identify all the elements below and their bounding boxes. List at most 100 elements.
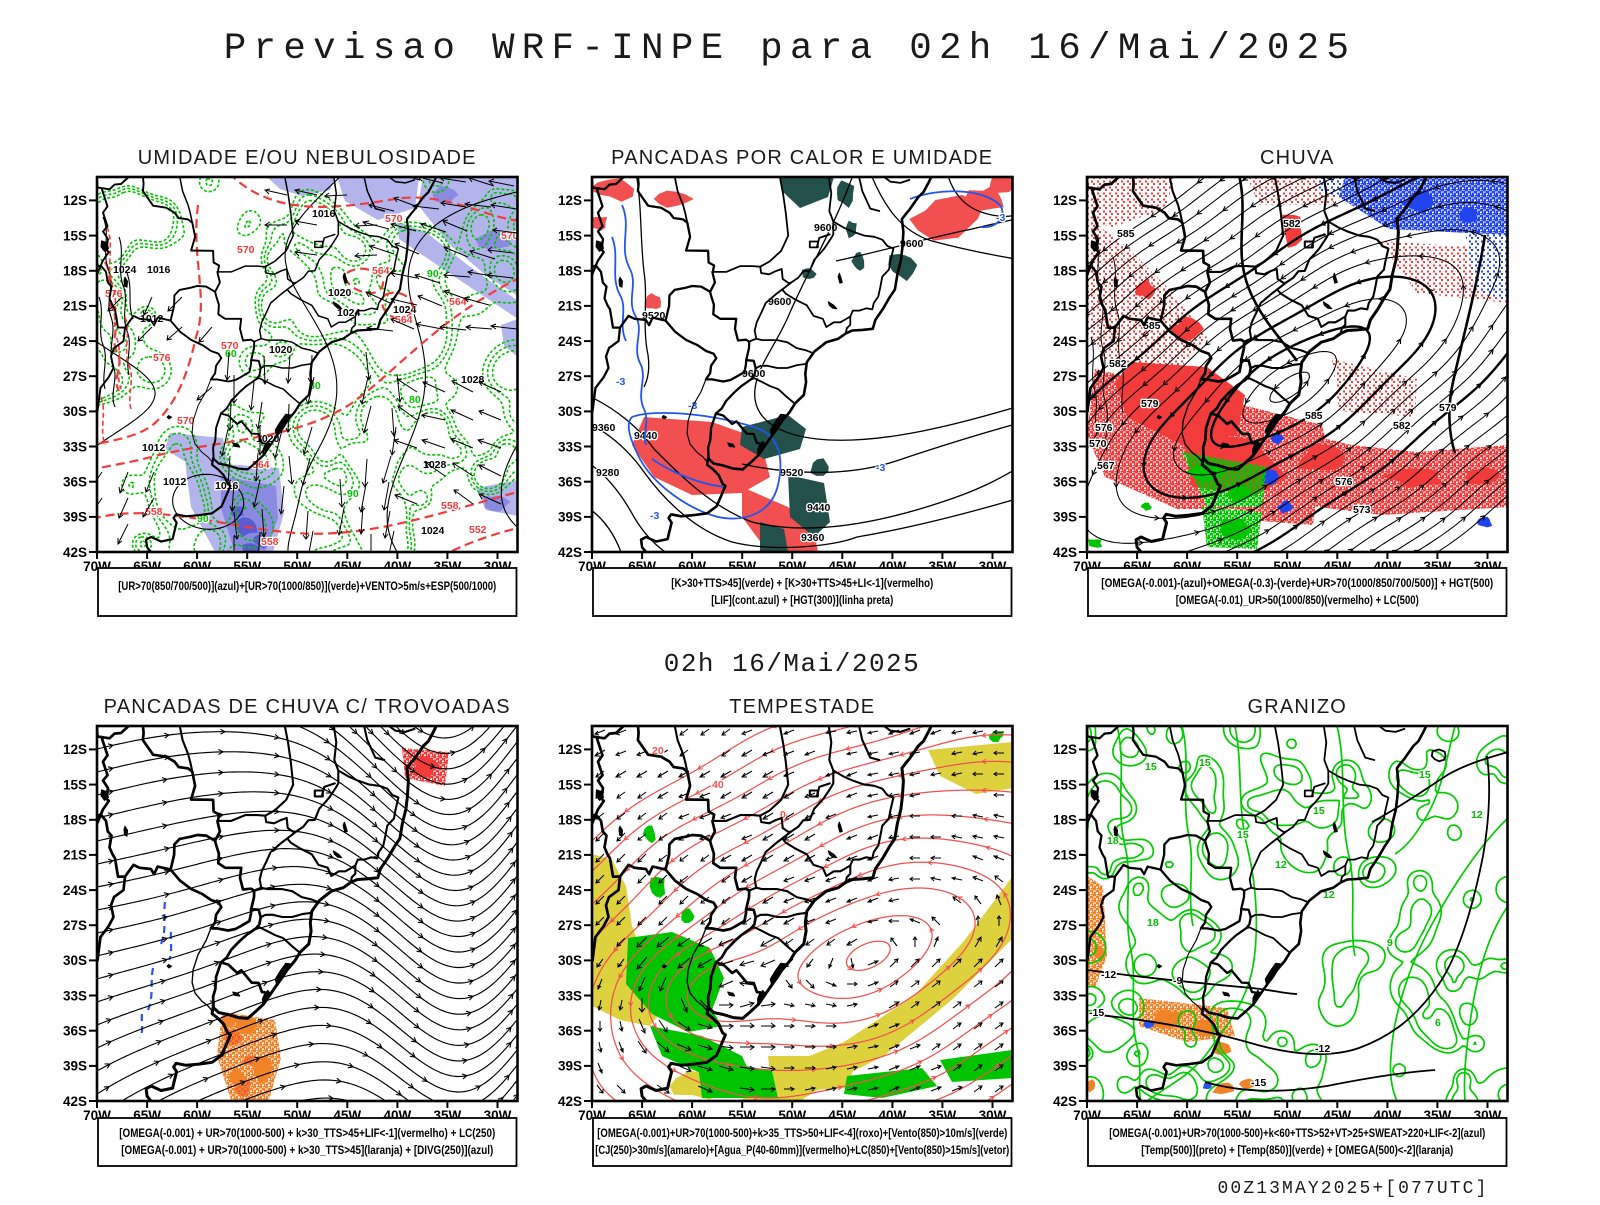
svg-text:18S: 18S (558, 813, 582, 828)
svg-text:-3: -3 (996, 212, 1005, 224)
svg-text:33S: 33S (63, 988, 87, 1003)
svg-text:1024: 1024 (113, 264, 137, 276)
svg-text:00Z13MAY2025+[077UTC]: 00Z13MAY2025+[077UTC] (1218, 1179, 1489, 1199)
svg-text:1024: 1024 (421, 525, 445, 537)
svg-text:42S: 42S (63, 1094, 87, 1109)
svg-text:18S: 18S (63, 813, 87, 828)
svg-text:27S: 27S (1053, 918, 1077, 933)
svg-text:576: 576 (153, 352, 171, 364)
svg-text:9360: 9360 (801, 532, 825, 544)
svg-text:12S: 12S (63, 193, 87, 208)
svg-text:552: 552 (469, 524, 487, 536)
svg-text:1020: 1020 (269, 344, 293, 356)
svg-text:15: 15 (1313, 805, 1325, 817)
svg-text:24S: 24S (558, 334, 582, 349)
svg-text:GRANIZO: GRANIZO (1247, 696, 1347, 718)
svg-text:-9: -9 (1173, 975, 1182, 987)
svg-text:90: 90 (347, 488, 359, 500)
svg-text:567: 567 (1097, 460, 1115, 472)
svg-text:18: 18 (1147, 917, 1159, 929)
svg-text:39S: 39S (1053, 1059, 1077, 1074)
svg-text:42S: 42S (558, 545, 582, 560)
svg-text:570: 570 (221, 340, 239, 352)
svg-text:36S: 36S (558, 475, 582, 490)
svg-text:15S: 15S (1053, 228, 1077, 243)
svg-text:9280: 9280 (596, 467, 620, 479)
svg-text:36S: 36S (558, 1024, 582, 1039)
svg-text:1012: 1012 (140, 313, 164, 325)
svg-text:-12: -12 (1101, 969, 1116, 981)
svg-text:30S: 30S (558, 404, 582, 419)
svg-text:24S: 24S (1053, 883, 1077, 898)
svg-text:UMIDADE E/OU NEBULOSIDADE: UMIDADE E/OU NEBULOSIDADE (138, 147, 477, 169)
svg-text:564: 564 (449, 296, 467, 308)
svg-text:12: 12 (1275, 859, 1287, 871)
svg-text:15: 15 (1145, 761, 1157, 773)
svg-text:576: 576 (1095, 422, 1113, 434)
svg-text:15S: 15S (63, 777, 87, 792)
svg-text:[Temp(500)](preto) + [Temp(850: [Temp(500)](preto) + [Temp(850)](verde) … (1141, 1143, 1453, 1157)
svg-text:12S: 12S (558, 742, 582, 757)
svg-text:1020: 1020 (328, 287, 352, 299)
svg-text:33S: 33S (63, 439, 87, 454)
svg-text:21S: 21S (63, 848, 87, 863)
svg-text:27S: 27S (1053, 369, 1077, 384)
svg-text:39S: 39S (63, 1059, 87, 1074)
svg-text:21S: 21S (1053, 299, 1077, 314)
svg-text:33S: 33S (1053, 439, 1077, 454)
svg-text:Previsao WRF-INPE para 02h 16: Previsao WRF-INPE para 02h 16/Mai/2025 (224, 28, 1357, 70)
svg-text:27S: 27S (63, 918, 87, 933)
svg-text:36S: 36S (63, 475, 87, 490)
svg-text:18S: 18S (558, 264, 582, 279)
svg-text:[OMEGA(-0.001)+UR>70(1000-500): [OMEGA(-0.001)+UR>70(1000-500)+k>35_TTS>… (597, 1126, 1007, 1140)
svg-text:21S: 21S (63, 299, 87, 314)
svg-text:24S: 24S (63, 883, 87, 898)
svg-text:36S: 36S (1053, 1024, 1077, 1039)
svg-text:21S: 21S (558, 848, 582, 863)
svg-text:564: 564 (252, 459, 270, 471)
svg-text:570: 570 (1089, 438, 1107, 450)
svg-text:15S: 15S (1053, 777, 1077, 792)
svg-text:24S: 24S (63, 334, 87, 349)
svg-text:-3: -3 (876, 462, 885, 474)
svg-text:39S: 39S (63, 510, 87, 525)
svg-text:573: 573 (1353, 504, 1371, 516)
svg-text:[OMEGA(-0.001)+UR>70(1000-500): [OMEGA(-0.001)+UR>70(1000-500)+k<60+TTS>… (1109, 1126, 1485, 1140)
svg-text:18S: 18S (1053, 264, 1077, 279)
svg-text:18S: 18S (1053, 813, 1077, 828)
svg-text:1016: 1016 (147, 264, 171, 276)
svg-text:585: 585 (1305, 410, 1323, 422)
svg-text:[K>30+TTS>45](verde) + [K>30+T: [K>30+TTS>45](verde) + [K>30+TTS>45+LI<-… (671, 576, 933, 590)
svg-text:33S: 33S (558, 988, 582, 1003)
svg-text:15: 15 (1237, 829, 1249, 841)
svg-text:1012: 1012 (163, 476, 187, 488)
svg-text:39S: 39S (558, 510, 582, 525)
svg-text:12: 12 (1471, 809, 1483, 821)
svg-text:27S: 27S (63, 369, 87, 384)
svg-text:12S: 12S (63, 742, 87, 757)
svg-text:21S: 21S (1053, 848, 1077, 863)
svg-text:570: 570 (237, 244, 255, 256)
svg-text:33S: 33S (558, 439, 582, 454)
svg-text:[OMEGA(-0.01)_UR>50(1000/850)(: [OMEGA(-0.01)_UR>50(1000/850)(vermelho) … (1176, 593, 1419, 607)
svg-text:02h 16/Mai/2025: 02h 16/Mai/2025 (664, 649, 921, 679)
svg-text:0: 0 (780, 809, 786, 821)
svg-text:39S: 39S (558, 1059, 582, 1074)
svg-text:579: 579 (1439, 402, 1457, 414)
svg-text:15S: 15S (558, 228, 582, 243)
svg-text:42S: 42S (1053, 545, 1077, 560)
svg-text:[OMEGA(-0.001) + UR>70(1000-50: [OMEGA(-0.001) + UR>70(1000-500) + k>30_… (121, 1143, 493, 1157)
svg-text:570: 570 (177, 415, 195, 427)
svg-text:12S: 12S (1053, 742, 1077, 757)
svg-text:582: 582 (1393, 420, 1411, 432)
svg-text:[UR>70(850/700/500)](azul)+[UR: [UR>70(850/700/500)](azul)+[UR>70(1000/8… (118, 579, 496, 593)
svg-text:576: 576 (1335, 476, 1353, 488)
svg-text:[LIF](cont.azul) + [HGT(300)](: [LIF](cont.azul) + [HGT(300)](linha pret… (711, 593, 893, 607)
svg-text:558: 558 (261, 536, 279, 548)
svg-text:36S: 36S (63, 1024, 87, 1039)
svg-text:9600: 9600 (768, 296, 792, 308)
svg-text:558: 558 (441, 500, 459, 512)
svg-text:24S: 24S (558, 883, 582, 898)
svg-text:PANCADAS POR CALOR E UMIDADE: PANCADAS POR CALOR E UMIDADE (611, 147, 993, 169)
svg-text:12S: 12S (1053, 193, 1077, 208)
